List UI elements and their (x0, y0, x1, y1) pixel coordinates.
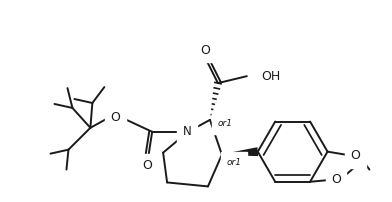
Text: O: O (350, 149, 360, 162)
Text: O: O (200, 44, 210, 57)
Text: or1: or1 (218, 119, 233, 128)
Text: or1: or1 (227, 158, 242, 167)
Text: O: O (142, 159, 152, 172)
Text: O: O (331, 173, 341, 186)
Text: O: O (111, 111, 120, 124)
Polygon shape (222, 147, 258, 156)
Text: N: N (183, 125, 191, 138)
Text: OH: OH (261, 70, 280, 83)
